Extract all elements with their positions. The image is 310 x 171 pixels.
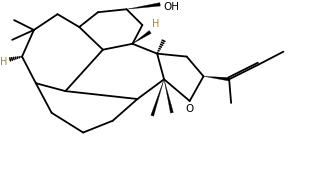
Text: O: O	[186, 104, 194, 114]
Text: H: H	[0, 57, 7, 67]
Polygon shape	[203, 76, 229, 81]
Polygon shape	[132, 30, 151, 44]
Text: H: H	[152, 19, 160, 29]
Polygon shape	[151, 79, 164, 116]
Polygon shape	[164, 79, 173, 113]
Polygon shape	[126, 3, 160, 9]
Text: OH: OH	[163, 2, 179, 12]
